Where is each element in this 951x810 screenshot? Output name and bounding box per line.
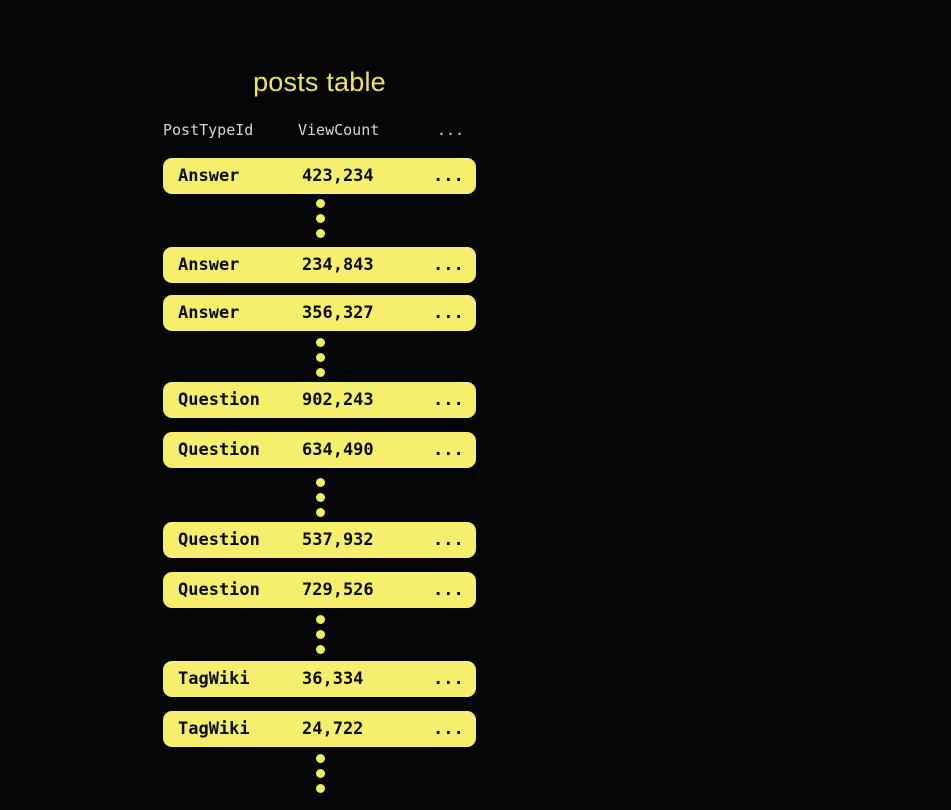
- view-count-cell: 902,243: [302, 390, 374, 410]
- post-type-cell: Question: [178, 390, 260, 410]
- table-row: TagWiki 24,722 ...: [163, 711, 476, 747]
- ellipsis-dots: [316, 338, 325, 377]
- view-count-cell: 634,490: [302, 440, 374, 460]
- dot: [316, 478, 325, 487]
- table-row: Question 902,243 ...: [163, 382, 476, 418]
- row-ellipsis: ...: [433, 440, 464, 460]
- header-view-count: ViewCount: [298, 121, 380, 139]
- row-ellipsis: ...: [433, 580, 464, 600]
- dot: [316, 368, 325, 377]
- ellipsis-dots: [316, 199, 325, 238]
- ellipsis-dots: [316, 478, 325, 517]
- dot: [316, 214, 325, 223]
- post-type-cell: TagWiki: [178, 719, 250, 739]
- view-count-cell: 423,234: [302, 166, 374, 186]
- ellipsis-dots: [316, 615, 325, 654]
- table-row: Question 537,932 ...: [163, 522, 476, 558]
- table-row: Answer 356,327 ...: [163, 295, 476, 331]
- row-ellipsis: ...: [433, 390, 464, 410]
- post-type-cell: Answer: [178, 255, 240, 275]
- table-header: PostTypeId ViewCount ...: [163, 121, 476, 139]
- post-type-cell: Question: [178, 440, 260, 460]
- row-ellipsis: ...: [433, 669, 464, 689]
- row-ellipsis: ...: [433, 719, 464, 739]
- posts-table-diagram: posts table PostTypeId ViewCount ... Ans…: [163, 0, 476, 810]
- post-type-cell: Answer: [178, 166, 240, 186]
- table-row: Question 729,526 ...: [163, 572, 476, 608]
- dot: [316, 508, 325, 517]
- view-count-cell: 537,932: [302, 530, 374, 550]
- dot: [316, 754, 325, 763]
- dot: [316, 493, 325, 502]
- dot: [316, 645, 325, 654]
- post-type-cell: Question: [178, 580, 260, 600]
- dot: [316, 769, 325, 778]
- table-row: Answer 423,234 ...: [163, 158, 476, 194]
- row-ellipsis: ...: [433, 530, 464, 550]
- view-count-cell: 356,327: [302, 303, 374, 323]
- dot: [316, 784, 325, 793]
- view-count-cell: 729,526: [302, 580, 374, 600]
- post-type-cell: Answer: [178, 303, 240, 323]
- view-count-cell: 36,334: [302, 669, 364, 689]
- row-ellipsis: ...: [433, 303, 464, 323]
- view-count-cell: 24,722: [302, 719, 364, 739]
- table-row: Answer 234,843 ...: [163, 247, 476, 283]
- table-row: Question 634,490 ...: [163, 432, 476, 468]
- view-count-cell: 234,843: [302, 255, 374, 275]
- row-ellipsis: ...: [433, 166, 464, 186]
- dot: [316, 338, 325, 347]
- header-post-type-id: PostTypeId: [163, 121, 254, 139]
- diagram-title: posts table: [253, 67, 386, 97]
- post-type-cell: TagWiki: [178, 669, 250, 689]
- ellipsis-dots: [316, 754, 325, 793]
- dot: [316, 615, 325, 624]
- dot: [316, 630, 325, 639]
- dot: [316, 229, 325, 238]
- table-row: TagWiki 36,334 ...: [163, 661, 476, 697]
- dot: [316, 353, 325, 362]
- header-ellipsis: ...: [437, 121, 465, 139]
- dot: [316, 199, 325, 208]
- post-type-cell: Question: [178, 530, 260, 550]
- row-ellipsis: ...: [433, 255, 464, 275]
